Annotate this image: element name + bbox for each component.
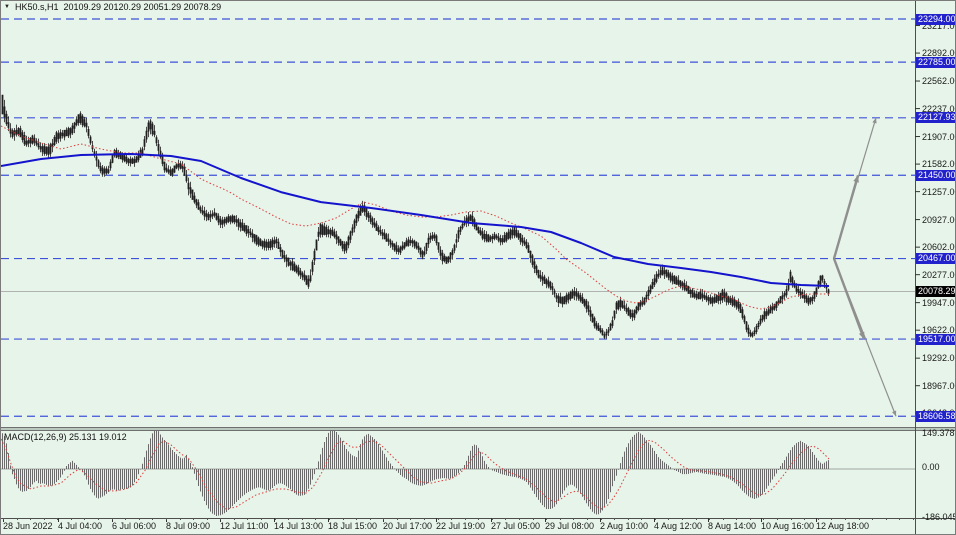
- current-price-badge: 20078.29: [916, 286, 956, 298]
- time-axis-label: 12 Aug 18:00: [816, 521, 870, 531]
- level-price-badge: 20467.00: [916, 253, 956, 265]
- price-tick-label: 20927.00: [922, 214, 956, 225]
- time-axis-label: 14 Jul 13:00: [274, 521, 324, 531]
- macd-histogram: [2, 431, 829, 516]
- ma-red-dotted-line: [1, 125, 829, 310]
- pane-separator-band: [1, 428, 955, 430]
- macd-axis-label: -186.045: [922, 512, 956, 522]
- chart-title-bar: ▼ HK50.s,H1 20109.29 20120.29 20051.29 2…: [4, 2, 221, 12]
- symbol-period-label: HK50.s,H1: [14, 2, 59, 12]
- time-axis-label: 8 Jul 09:00: [166, 521, 211, 531]
- price-tick-label: 22562.00: [922, 76, 956, 87]
- price-tick-label: 22892.00: [922, 48, 956, 59]
- price-tick-label: 21582.00: [922, 159, 956, 170]
- candle-bodies: [1, 94, 830, 338]
- price-tick-label: 20602.00: [922, 242, 956, 253]
- projection-arrowhead: [892, 410, 897, 417]
- time-axis-label: 4 Jul 04:00: [58, 521, 103, 531]
- ohlc-readout: 20109.29 20120.29 20051.29 20078.29: [63, 2, 222, 12]
- time-axis-label: 27 Jul 05:00: [491, 521, 541, 531]
- level-price-badge: 22127.93: [916, 112, 956, 124]
- time-axis-label: 29 Jul 08:00: [545, 521, 595, 531]
- time-axis-label: 18 Jul 15:00: [328, 521, 378, 531]
- projection-arrow: [833, 117, 877, 259]
- projection-arrow: [833, 258, 897, 417]
- macd-axis-label: 149.378: [922, 428, 955, 438]
- price-tick-label: 21257.00: [922, 186, 956, 197]
- macd-axis-label: 0.00: [922, 462, 940, 472]
- projection-arrowhead: [872, 117, 877, 124]
- price-tick-label: 21907.00: [922, 131, 956, 142]
- price-tick-label: 19947.00: [922, 297, 956, 308]
- time-axis-label: 12 Jul 11:00: [220, 521, 269, 531]
- macd-indicator-label: MACD(12,26,9) 25.131 19.012: [4, 432, 127, 442]
- price-tick-label: 19622.00: [922, 325, 956, 336]
- time-axis-label: 22 Jul 19:00: [436, 521, 486, 531]
- price-tick-label: 19292.00: [922, 353, 956, 364]
- price-tick-label: 18967.00: [922, 380, 956, 391]
- level-price-badge: 18606.58: [916, 410, 956, 422]
- level-price-badge: 22785.00: [916, 56, 956, 68]
- macd-signal-line: [1, 438, 830, 510]
- level-price-badge: 23294.00: [916, 13, 956, 25]
- price-tick-label: 20277.00: [922, 269, 956, 280]
- time-axis-label: 2 Aug 10:00: [600, 521, 649, 531]
- time-axis-label: 28 Jun 2022: [3, 521, 53, 531]
- level-price-badge: 19517.00: [916, 333, 956, 345]
- price-tick-label: 22237.00: [922, 103, 956, 114]
- price-tick-label: 23217.00: [922, 20, 956, 31]
- time-axis-label: 6 Jul 06:00: [112, 521, 157, 531]
- candle-wicks: [2, 97, 829, 340]
- ma-blue-line: [1, 153, 830, 287]
- level-price-badge: 21450.00: [916, 169, 956, 181]
- time-axis-label: 10 Aug 16:00: [761, 521, 815, 531]
- time-axis-label: 4 Aug 12:00: [654, 521, 703, 531]
- time-axis-label: 20 Jul 17:00: [383, 521, 433, 531]
- time-axis-label: 8 Aug 14:00: [708, 521, 757, 531]
- symbol-dropdown-icon[interactable]: ▼: [4, 4, 10, 10]
